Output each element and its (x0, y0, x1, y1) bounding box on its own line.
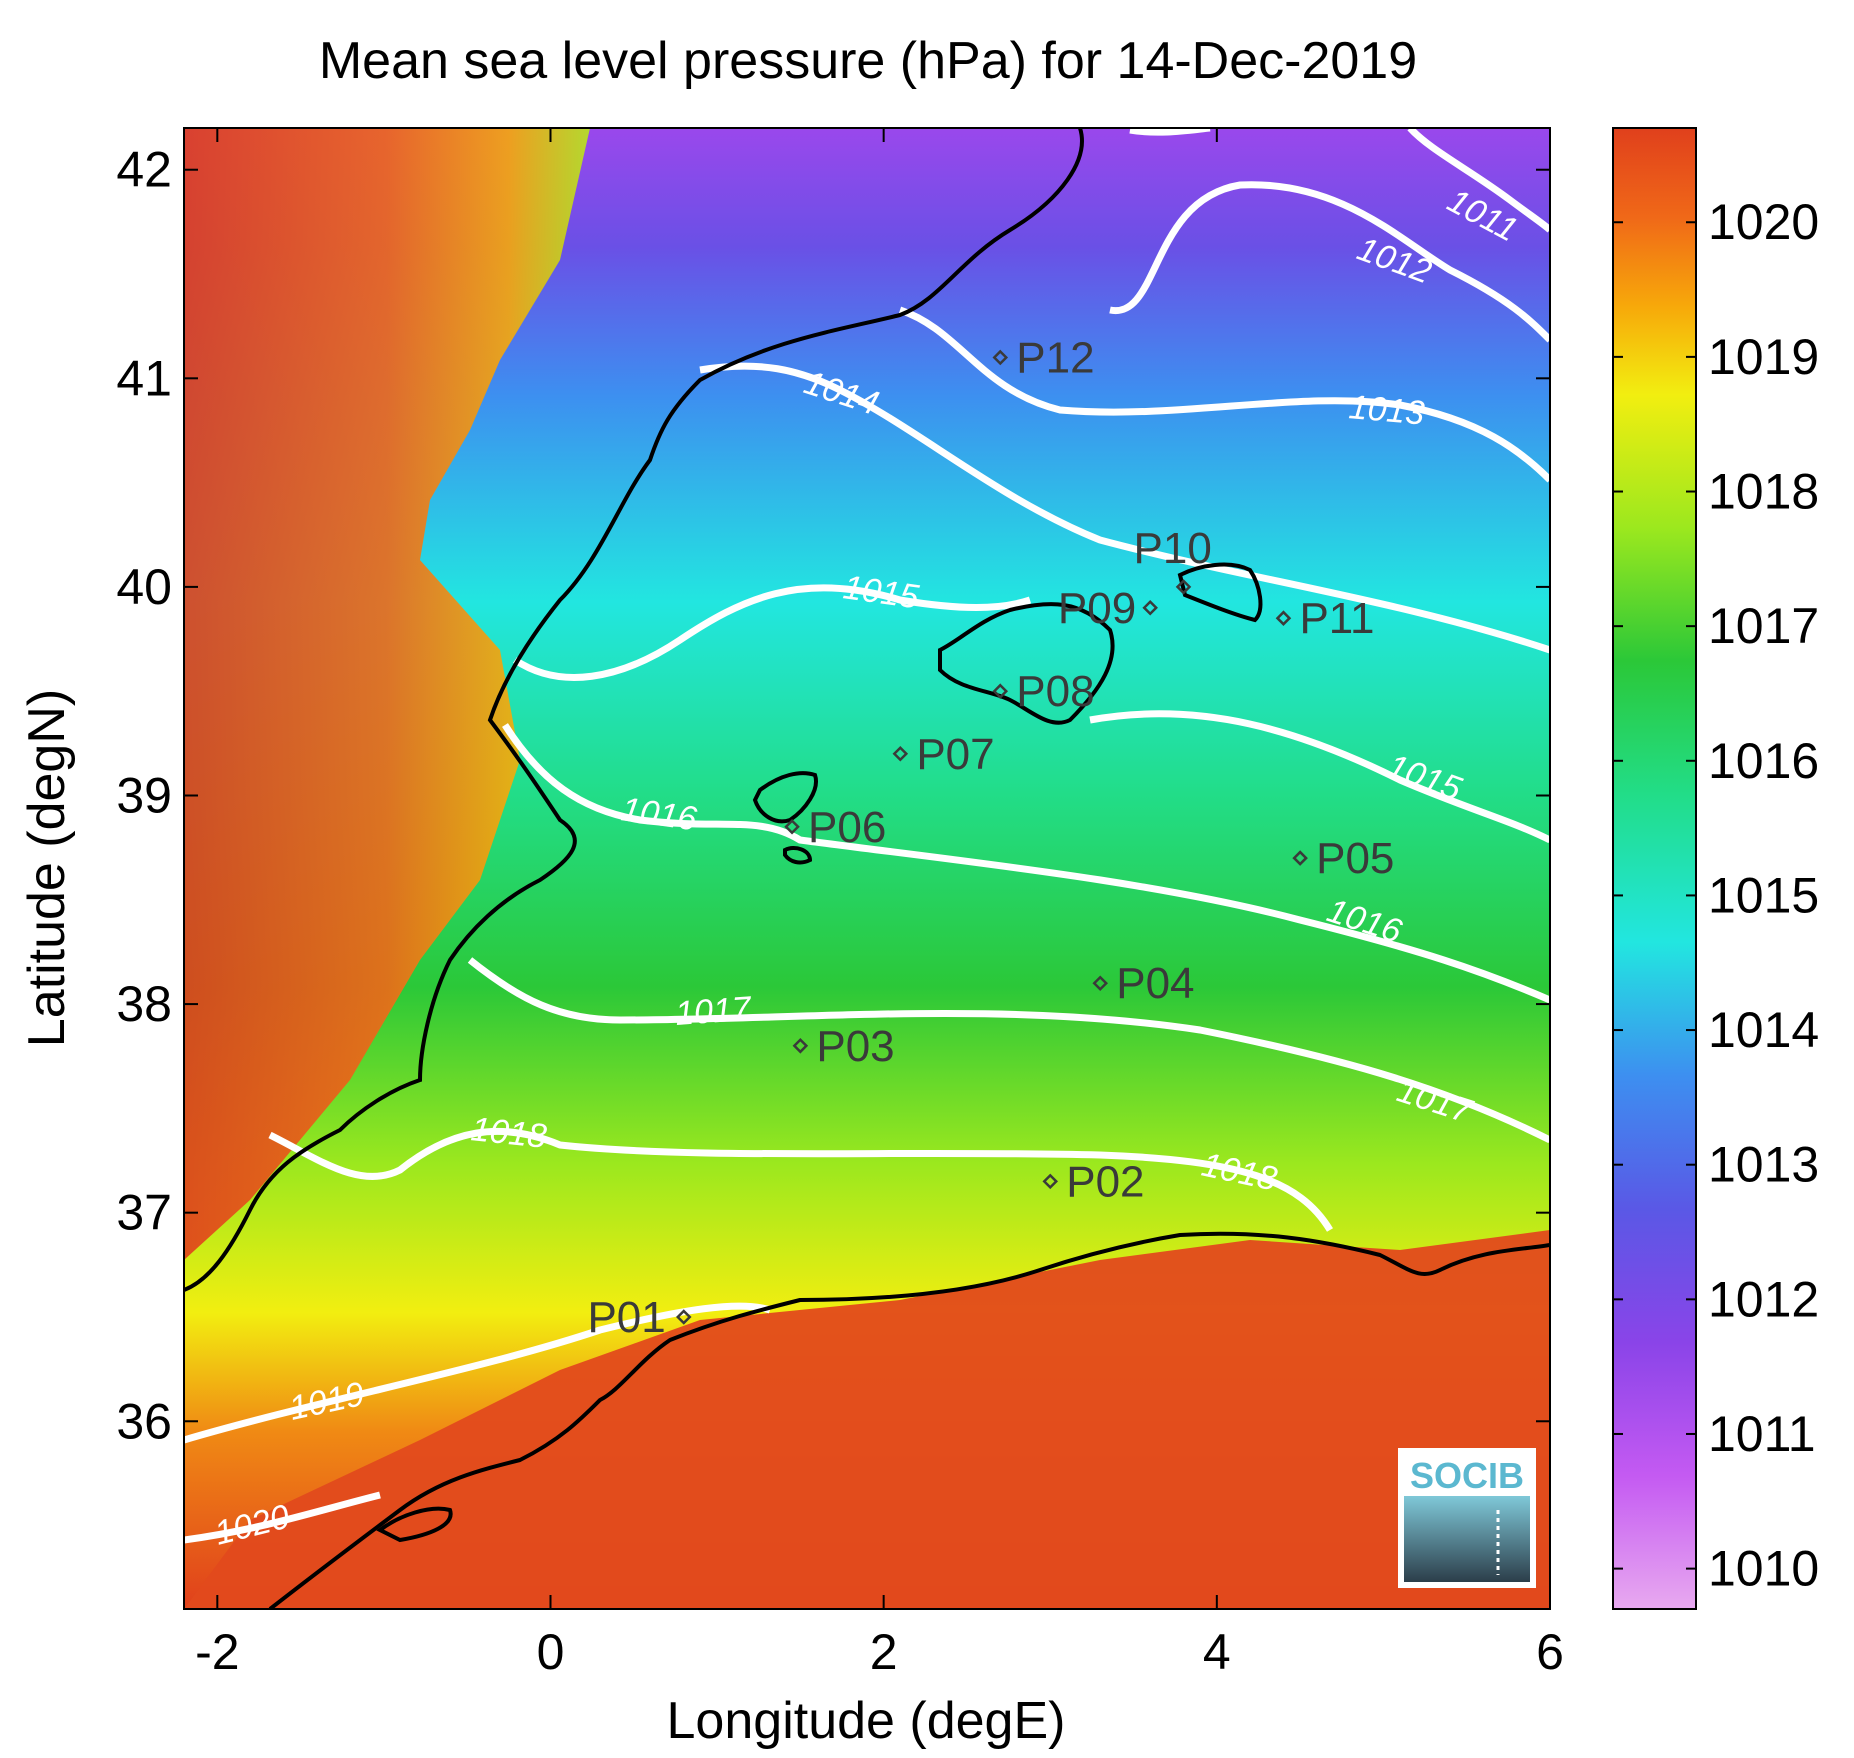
station-marker (784, 819, 800, 835)
x-tick-label: 6 (1536, 1624, 1564, 1680)
map-area: 1011 1012 1013 1014 1015 1015 1016 1016 … (184, 128, 1550, 1609)
contour-label-1013: 1013 (1347, 388, 1426, 432)
x-tick-label: 0 (537, 1624, 565, 1680)
africa-coast (268, 1231, 1550, 1609)
y-axis-label: Latitude (degN) (18, 689, 76, 1047)
iberia-land (184, 128, 590, 1260)
y-tick-label: 36 (116, 1393, 172, 1449)
colorbar (1612, 127, 1697, 1610)
station-label-p06: P06 (808, 803, 886, 852)
contour-label-1018-west: 1018 (469, 1110, 548, 1156)
colorbar-tick-label: 1017 (1708, 598, 1819, 654)
station-label-p08: P08 (1016, 667, 1094, 716)
contour-label-1017-west: 1017 (674, 990, 753, 1033)
station-marker (1042, 1173, 1059, 1190)
colorbar-tick-label: 1013 (1708, 1137, 1819, 1193)
colorbar-tick-label: 1012 (1708, 1271, 1819, 1327)
contour-labels: 1011 1012 1013 1014 1015 1015 1016 1016 … (211, 182, 1524, 1553)
y-tick-label: 38 (116, 976, 172, 1032)
isobar-1015-east (1089, 710, 1550, 844)
isobar-1019 (184, 1302, 772, 1444)
colorbar-tick-label: 1018 (1708, 464, 1819, 520)
y-axis-ticks: 36 37 38 39 40 41 42 (116, 142, 1550, 1449)
colorbar-tick-label: 1015 (1708, 867, 1819, 923)
colorbar-tick-label: 1011 (1708, 1406, 1816, 1462)
y-tick-label: 41 (116, 350, 172, 406)
menorca-coast (1177, 562, 1263, 623)
station-label-p12: P12 (1016, 333, 1094, 382)
isobar-1015-west (513, 584, 1032, 681)
colorbar-tick-label: 1020 (1708, 194, 1819, 250)
isobar-1013 (898, 306, 1550, 483)
x-axis-label: Longitude (degE) (667, 1692, 1066, 1750)
socib-logo: SOCIB (1398, 1448, 1536, 1588)
station-label-p11: P11 (1299, 594, 1374, 643)
figure-title: Mean sea level pressure (hPa) for 14-Dec… (319, 32, 1417, 90)
station-marker (675, 1309, 692, 1325)
x-tick-label: 2 (870, 1624, 898, 1680)
ibiza-coast (752, 771, 818, 824)
colorbar-tick-label: 1010 (1708, 1541, 1819, 1597)
formentera-coast (783, 846, 813, 865)
y-tick-label: 37 (116, 1185, 172, 1241)
station-marker (1275, 610, 1292, 626)
isobar-1012 (1109, 181, 1550, 343)
station-marker (1142, 599, 1158, 616)
alboran-coast (376, 1506, 453, 1543)
africa-land (184, 1230, 1550, 1609)
station-label-p01: P01 (587, 1293, 665, 1342)
isobar-1016 (502, 723, 1550, 1004)
station-marker (1092, 975, 1108, 991)
station-marker (992, 683, 1009, 699)
station-label-p03: P03 (816, 1022, 894, 1071)
y-tick-label: 39 (116, 767, 172, 823)
isobar-1014 (699, 362, 1550, 654)
station-marker (1292, 850, 1308, 866)
colorbar-ticks: 1010 1011 1012 1013 1014 1015 1016 1017 1018 1019… (1613, 194, 1819, 1597)
station-marker (1175, 579, 1192, 595)
station-label-p10: P10 (1134, 524, 1212, 573)
isobar-1020 (184, 1491, 381, 1544)
x-tick-label: 4 (1203, 1624, 1231, 1680)
isobar-1018 (268, 1127, 1333, 1232)
mallorca-coast (938, 602, 1115, 725)
coastlines (184, 128, 1550, 1609)
stations: P01 P02 P03 P04 P05 P06 P07 P08 P09 P10 P11 P12 (587, 333, 1394, 1342)
x-tick-label: -2 (195, 1624, 239, 1680)
isobars (184, 128, 1550, 1544)
station-label-p09: P09 (1058, 584, 1136, 633)
station-label-p07: P07 (916, 730, 994, 779)
map-frame (183, 127, 1551, 1610)
socib-logo-text: SOCIB (1410, 1455, 1524, 1496)
iberia-coast (184, 128, 1084, 1292)
station-label-p02: P02 (1066, 1157, 1144, 1206)
station-marker (992, 349, 1009, 366)
isobar-1011 (1407, 128, 1550, 233)
y-tick-label: 40 (116, 559, 172, 615)
colorbar-tick-label: 1016 (1708, 733, 1819, 789)
station-label-p05: P05 (1316, 834, 1394, 883)
y-tick-label: 42 (116, 142, 172, 198)
station-marker (792, 1038, 809, 1054)
isobar-1017 (467, 957, 1550, 1144)
station-marker (892, 746, 909, 762)
colorbar-tick-label: 1019 (1708, 329, 1819, 385)
colorbar-tick-label: 1014 (1708, 1002, 1819, 1058)
station-label-p04: P04 (1116, 959, 1194, 1008)
x-axis-ticks: -2 0 2 4 6 (195, 128, 1564, 1680)
